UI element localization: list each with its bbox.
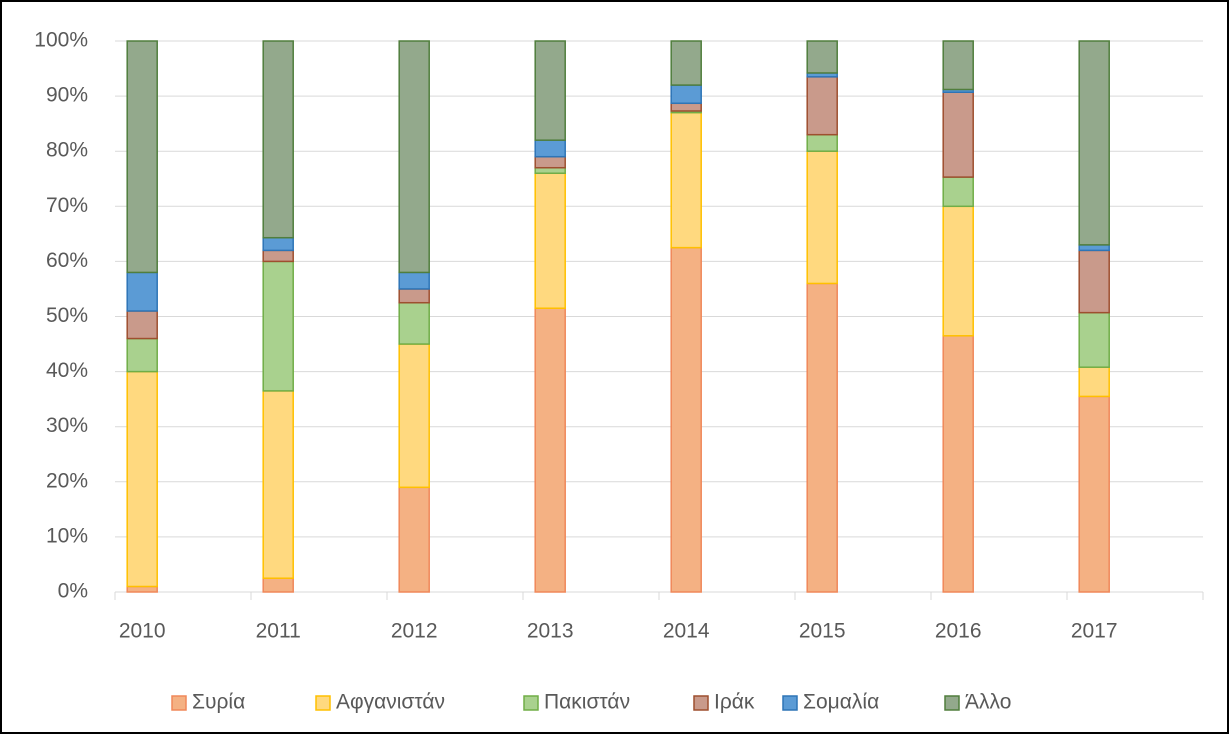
legend-swatch — [944, 695, 960, 711]
bar-segment — [126, 337, 158, 373]
bar-segment — [670, 102, 702, 112]
x-tick-label: 2015 — [799, 620, 846, 643]
x-tick-label: 2017 — [1071, 620, 1118, 643]
bar-segment — [398, 343, 430, 489]
x-tick-label: 2011 — [256, 620, 301, 643]
legend-label: Ιράκ — [714, 691, 755, 714]
bar-segment — [1078, 311, 1110, 368]
y-tick-label: 90% — [46, 84, 88, 107]
x-tick-label: 2014 — [663, 620, 710, 643]
bar-segment — [942, 40, 974, 91]
legend-label: Σομαλία — [803, 691, 879, 714]
bar-segment — [398, 271, 430, 290]
bar-segment — [806, 150, 838, 285]
legend-label: Άλλο — [965, 691, 1011, 714]
bar-segment — [806, 40, 838, 74]
y-tick-label: 100% — [34, 29, 88, 52]
bar-segment — [262, 40, 294, 239]
legend-swatch — [171, 695, 187, 711]
bar-segment — [126, 310, 158, 340]
bar-segment — [806, 133, 838, 152]
bar-segment — [942, 205, 974, 337]
bar-segment — [262, 390, 294, 579]
bar-segment — [262, 260, 294, 392]
bar-segment — [1078, 40, 1110, 246]
x-tick-label: 2016 — [935, 620, 982, 643]
bar-segment — [942, 176, 974, 208]
bar-segment — [262, 577, 294, 593]
bar-segment — [262, 249, 294, 263]
bar-segment — [942, 91, 974, 178]
bar-segment — [398, 40, 430, 274]
legend-swatch — [693, 695, 709, 711]
bar-segment — [534, 139, 566, 158]
bar-segment — [398, 486, 430, 593]
legend-label: Πακιστάν — [544, 691, 630, 714]
bar-segment — [126, 40, 158, 274]
legend-label: Αφγανιστάν — [336, 691, 445, 714]
bar-segment — [1078, 249, 1110, 314]
bar-segment — [534, 155, 566, 169]
y-tick-label: 10% — [46, 524, 88, 547]
y-tick-label: 70% — [46, 194, 88, 217]
bar-segment — [398, 301, 430, 345]
bar-segment — [534, 166, 566, 174]
y-tick-label: 20% — [46, 469, 88, 492]
bar-segment — [806, 76, 838, 136]
bar-segment — [1078, 244, 1110, 252]
legend-swatch — [782, 695, 798, 711]
bar-segment — [262, 236, 294, 252]
y-tick-label: 0% — [58, 580, 88, 603]
bar-segment — [670, 40, 702, 86]
x-tick-label: 2010 — [119, 620, 166, 643]
x-tick-label: 2012 — [391, 620, 438, 643]
legend-swatch — [315, 695, 331, 711]
bar-segment — [126, 271, 158, 312]
bar-segment — [534, 307, 566, 593]
bar-segment — [126, 370, 158, 588]
bar-segment — [1078, 395, 1110, 593]
y-tick-label: 50% — [46, 304, 88, 327]
bar-segment — [670, 246, 702, 593]
bar-segment — [126, 585, 158, 593]
y-tick-label: 80% — [46, 139, 88, 162]
bar-segment — [1078, 366, 1110, 398]
legend-label: Συρία — [192, 691, 245, 714]
x-tick-label: 2013 — [527, 620, 574, 643]
y-tick-label: 30% — [46, 414, 88, 437]
bar-segment — [942, 335, 974, 593]
y-tick-label: 60% — [46, 249, 88, 272]
bar-segment — [670, 111, 702, 249]
bar-segment — [534, 172, 566, 309]
legend-swatch — [523, 695, 539, 711]
y-tick-label: 40% — [46, 359, 88, 382]
bar-segment — [806, 282, 838, 593]
bar-segment — [670, 84, 702, 105]
bar-segment — [534, 40, 566, 141]
bar-segment — [398, 288, 430, 304]
